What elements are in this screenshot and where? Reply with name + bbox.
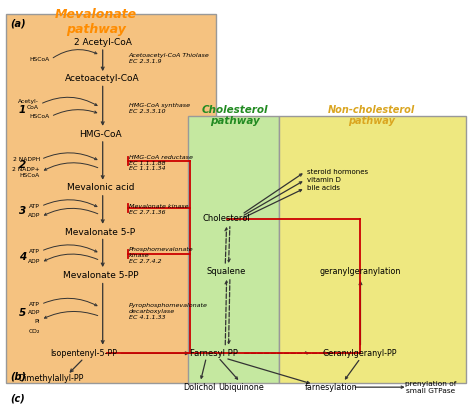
Text: steroid hormones: steroid hormones xyxy=(307,169,368,175)
FancyBboxPatch shape xyxy=(188,115,279,383)
FancyBboxPatch shape xyxy=(6,14,216,383)
Text: farnesylation: farnesylation xyxy=(305,383,357,392)
Text: ADP: ADP xyxy=(27,213,40,218)
Text: (a): (a) xyxy=(10,19,26,29)
Text: 2 NADPH: 2 NADPH xyxy=(13,157,40,162)
Text: (b): (b) xyxy=(10,371,26,381)
Text: 4: 4 xyxy=(19,252,26,261)
Text: ADP: ADP xyxy=(27,310,40,315)
Text: Pi: Pi xyxy=(35,319,40,324)
Text: ADP: ADP xyxy=(27,259,40,264)
Text: Cholesterol: Cholesterol xyxy=(203,214,250,223)
Text: 1: 1 xyxy=(19,104,26,115)
Text: vitamin D: vitamin D xyxy=(307,177,341,183)
Text: Pyrophosphomevalonate
decarboxylase
EC 4.1.1.33: Pyrophosphomevalonate decarboxylase EC 4… xyxy=(128,303,208,320)
Text: Farnesyl PP: Farnesyl PP xyxy=(190,349,237,358)
Text: Acetyl-
CoA: Acetyl- CoA xyxy=(18,99,39,110)
Text: Mevalonate 5-PP: Mevalonate 5-PP xyxy=(63,271,138,280)
Text: HMG-CoA reductase
EC 1.1.1.88
EC 1.1.1.34: HMG-CoA reductase EC 1.1.1.88 EC 1.1.1.3… xyxy=(128,155,192,171)
Text: Mevalonate 5-P: Mevalonate 5-P xyxy=(65,228,136,237)
Text: HMG-CoA: HMG-CoA xyxy=(79,129,122,139)
Text: Non-cholesterol
pathway: Non-cholesterol pathway xyxy=(328,105,415,127)
Text: 2 NADP+
HSCoA: 2 NADP+ HSCoA xyxy=(12,167,40,178)
Text: Cholesterol
pathway: Cholesterol pathway xyxy=(201,105,268,127)
Text: Dolichol: Dolichol xyxy=(183,383,216,392)
Text: Mevalonate
pathway: Mevalonate pathway xyxy=(55,7,137,35)
Text: Dimethylallyl-PP: Dimethylallyl-PP xyxy=(18,374,83,383)
Text: Ubiquinone: Ubiquinone xyxy=(218,383,264,392)
Text: HMG-CoA synthase
EC 2.3.3.10: HMG-CoA synthase EC 2.3.3.10 xyxy=(128,103,190,114)
Text: ATP: ATP xyxy=(29,204,40,209)
Text: 2: 2 xyxy=(19,160,26,171)
Text: geranylgeranylation: geranylgeranylation xyxy=(320,267,401,276)
Text: Squalene: Squalene xyxy=(207,267,246,276)
Text: ATP: ATP xyxy=(29,302,40,307)
Text: bile acids: bile acids xyxy=(307,185,340,191)
Text: HSCoA: HSCoA xyxy=(30,57,50,62)
Text: HSCoA: HSCoA xyxy=(30,114,50,119)
Text: (c): (c) xyxy=(10,393,25,403)
Text: Phosphomevalonate
kinase
EC 2.7.4.2: Phosphomevalonate kinase EC 2.7.4.2 xyxy=(128,247,193,263)
Text: Geranylgeranyl-PP: Geranylgeranyl-PP xyxy=(322,349,397,358)
Text: Acetoacetyl-CoA Thiolase
EC 2.3.1.9: Acetoacetyl-CoA Thiolase EC 2.3.1.9 xyxy=(128,53,210,64)
Text: Mevalonic acid: Mevalonic acid xyxy=(66,183,134,192)
Text: Isopentenyl-5-PP: Isopentenyl-5-PP xyxy=(50,349,118,358)
Text: CO₂: CO₂ xyxy=(28,329,40,334)
Text: 5: 5 xyxy=(19,308,26,318)
Text: Mevalonate kinase
EC 2.7.1.36: Mevalonate kinase EC 2.7.1.36 xyxy=(128,204,188,215)
Text: prenylation of
small GTPase: prenylation of small GTPase xyxy=(404,381,456,394)
Text: 3: 3 xyxy=(19,206,26,216)
FancyBboxPatch shape xyxy=(279,115,465,383)
Text: ATP: ATP xyxy=(29,249,40,254)
Text: 2 Acetyl-CoA: 2 Acetyl-CoA xyxy=(74,38,132,47)
Text: Acetoacetyl-CoA: Acetoacetyl-CoA xyxy=(65,74,140,83)
